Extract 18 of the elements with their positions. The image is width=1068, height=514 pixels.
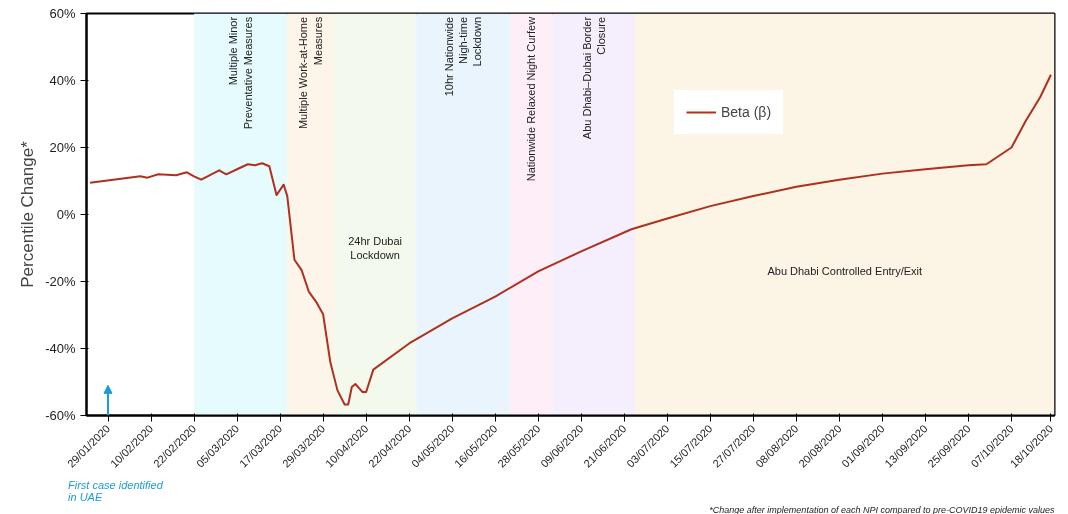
y-tick-label: -20% bbox=[45, 274, 76, 289]
band-label: Abu Dhabi–Dubai Border Closure bbox=[580, 16, 607, 140]
y-tick-label: 20% bbox=[49, 140, 76, 155]
band-label: 24hr Dubai Lockdown bbox=[348, 234, 403, 262]
band-label: Nationwide Relaxed Night Curfew bbox=[525, 16, 538, 182]
y-tick-label: 40% bbox=[49, 73, 76, 88]
band-label: 10hr Nationwide Nigh-time Lockdown bbox=[442, 16, 484, 97]
y-tick-label: 0% bbox=[56, 207, 76, 222]
y-tick-label: -40% bbox=[45, 341, 76, 356]
y-axis-title: Percentile Change* bbox=[18, 140, 38, 288]
legend-label: Beta (β) bbox=[721, 104, 772, 120]
y-tick-label: 60% bbox=[49, 6, 76, 21]
band-label: Multiple Work-at-Home Measures bbox=[297, 16, 324, 130]
text: *Change after implementation of each NPI compared to pre-COVID19 epidemic values bbox=[709, 504, 1055, 514]
band-label: Abu Dhabi Controlled Entry/Exit bbox=[767, 265, 923, 278]
y-tick-label: -60% bbox=[45, 408, 76, 423]
band-label: Multiple Minor Preventative Measures bbox=[227, 16, 254, 130]
text: First case identified in UAE bbox=[68, 478, 164, 503]
